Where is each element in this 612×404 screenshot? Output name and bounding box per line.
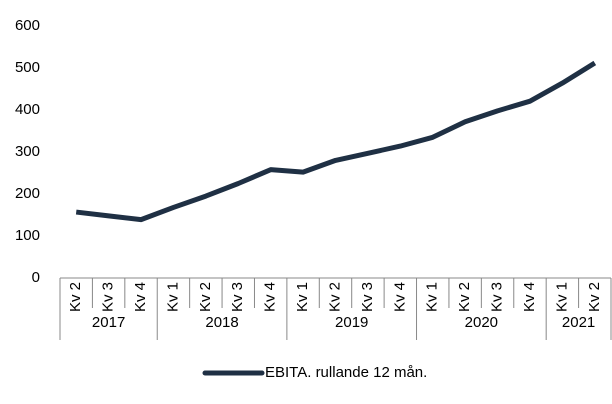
x-tick-label: Kv 4: [521, 282, 538, 312]
y-tick-label: 400: [15, 101, 40, 118]
group-label: 2018: [205, 314, 238, 331]
x-tick-label: Kv 2: [586, 282, 603, 312]
y-tick-label: 300: [15, 143, 40, 160]
y-tick-label: 100: [15, 227, 40, 244]
legend-label: EBITA. rullande 12 mån.: [265, 364, 427, 381]
x-tick-label: Kv 1: [294, 282, 311, 312]
x-tick-label: Kv 4: [132, 282, 149, 312]
x-tick-label: Kv 2: [456, 282, 473, 312]
x-tick-label: Kv 1: [424, 282, 441, 312]
x-tick-label: Kv 4: [391, 282, 408, 312]
line-series: [75, 60, 597, 223]
x-tick-label: Kv 3: [489, 282, 506, 312]
y-tick-label: 0: [32, 269, 40, 286]
y-tick-label: 500: [15, 59, 40, 76]
group-label: 2019: [335, 314, 368, 331]
x-tick-label: Kv 2: [197, 282, 214, 312]
group-label: 2020: [465, 314, 498, 331]
group-label: 2021: [562, 314, 595, 331]
x-tick-label: Kv 4: [262, 282, 279, 312]
x-tick-label: Kv 1: [553, 282, 570, 312]
x-tick-label: Kv 2: [326, 282, 343, 312]
x-tick-label: Kv 3: [359, 282, 376, 312]
x-tick-label: Kv 3: [100, 282, 117, 312]
x-tick-label: Kv 3: [229, 282, 246, 312]
y-tick-label: 200: [15, 185, 40, 202]
x-tick-label: Kv 2: [67, 282, 84, 312]
group-label: 2017: [92, 314, 125, 331]
y-tick-label: 600: [15, 17, 40, 34]
x-tick-label: Kv 1: [164, 282, 181, 312]
